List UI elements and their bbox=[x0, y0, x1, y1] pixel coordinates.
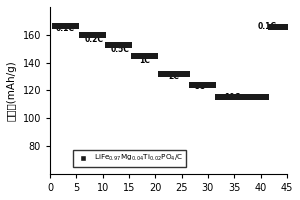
Point bbox=[274, 26, 279, 29]
Point bbox=[111, 44, 116, 47]
Point bbox=[85, 34, 89, 37]
Text: 1C: 1C bbox=[140, 56, 150, 65]
Point bbox=[100, 34, 105, 37]
Point bbox=[106, 44, 110, 47]
Point bbox=[221, 96, 226, 99]
Legend: LiFe$_{0.97}$Mg$_{0.04}$Ti$_{0.02}$PO$_4$/C: LiFe$_{0.97}$Mg$_{0.04}$Ti$_{0.02}$PO$_4… bbox=[73, 150, 186, 167]
Point bbox=[211, 83, 216, 87]
Text: 0.1C: 0.1C bbox=[258, 22, 277, 31]
Point bbox=[158, 73, 163, 76]
Point bbox=[279, 26, 284, 29]
Point bbox=[200, 83, 205, 87]
Point bbox=[195, 83, 200, 87]
Point bbox=[169, 73, 173, 76]
Point bbox=[164, 73, 168, 76]
Text: 0.1C: 0.1C bbox=[55, 24, 74, 33]
Point bbox=[269, 26, 274, 29]
Point bbox=[248, 96, 252, 99]
Text: 2C: 2C bbox=[168, 72, 179, 81]
Point bbox=[179, 73, 184, 76]
Point bbox=[132, 55, 136, 58]
Point bbox=[226, 96, 231, 99]
Point bbox=[232, 96, 237, 99]
Point bbox=[148, 55, 152, 58]
Point bbox=[116, 44, 121, 47]
Point bbox=[184, 73, 189, 76]
Point bbox=[142, 55, 147, 58]
Point bbox=[90, 34, 94, 37]
Point bbox=[63, 24, 68, 27]
Point bbox=[284, 26, 289, 29]
Point bbox=[258, 96, 263, 99]
Point bbox=[137, 55, 142, 58]
Text: 10C: 10C bbox=[224, 93, 240, 102]
Text: 0.2C: 0.2C bbox=[84, 35, 103, 44]
Text: 0.5C: 0.5C bbox=[111, 45, 129, 54]
Point bbox=[237, 96, 242, 99]
Point bbox=[69, 24, 74, 27]
Point bbox=[53, 24, 58, 27]
Point bbox=[253, 96, 258, 99]
Point bbox=[153, 55, 158, 58]
Point bbox=[174, 73, 179, 76]
Point bbox=[127, 44, 131, 47]
Point bbox=[242, 96, 247, 99]
Point bbox=[263, 96, 268, 99]
Point bbox=[58, 24, 63, 27]
Y-axis label: 比容量(mAh/g): 比容量(mAh/g) bbox=[7, 60, 17, 121]
Point bbox=[190, 83, 194, 87]
Point bbox=[121, 44, 126, 47]
Point bbox=[95, 34, 100, 37]
Point bbox=[74, 24, 79, 27]
Point bbox=[206, 83, 210, 87]
Point bbox=[79, 34, 84, 37]
Point bbox=[216, 96, 221, 99]
Text: 5C: 5C bbox=[195, 82, 206, 91]
